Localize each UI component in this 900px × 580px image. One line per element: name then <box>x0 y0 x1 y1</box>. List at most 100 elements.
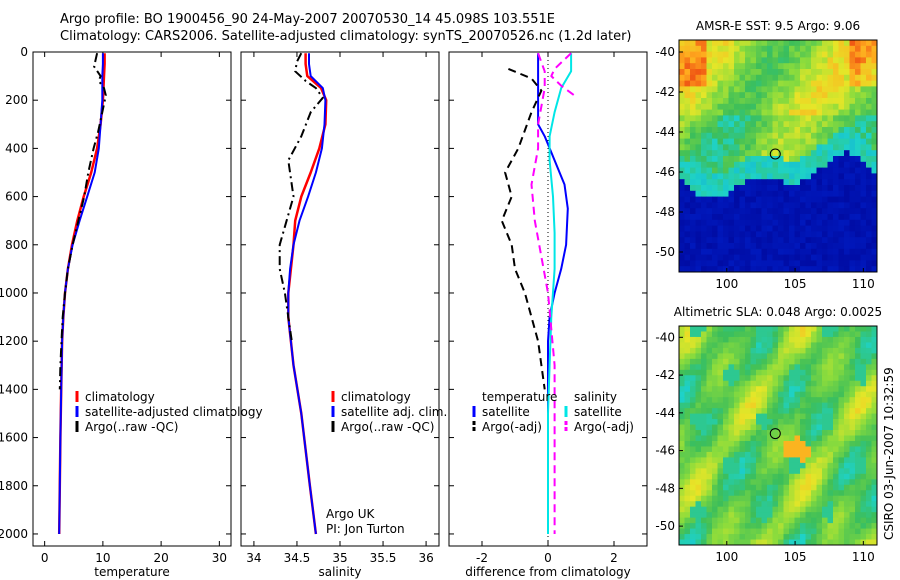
heatmap-cell <box>805 214 812 221</box>
heatmap-cell <box>800 490 806 497</box>
heatmap-cell <box>745 534 751 540</box>
heatmap-cell <box>679 266 685 273</box>
heatmap-cell <box>800 534 806 540</box>
heatmap-cell <box>739 331 746 338</box>
heatmap-cell <box>772 51 779 58</box>
heatmap-cell <box>833 386 839 393</box>
heatmap-cell <box>695 539 702 546</box>
heatmap-cell <box>772 144 779 151</box>
heatmap-cell <box>794 430 801 436</box>
heatmap-cell <box>772 451 779 458</box>
heatmap-cell <box>811 179 817 186</box>
heatmap-cell <box>822 86 828 93</box>
heatmap-cell <box>860 219 867 226</box>
heatmap-cell <box>811 231 817 238</box>
heatmap-cell <box>855 80 861 87</box>
heatmap-cell <box>866 243 872 250</box>
heatmap-cell <box>838 231 845 238</box>
heatmap-cell <box>772 369 779 376</box>
heatmap-cell <box>750 397 757 404</box>
heatmap-cell <box>833 402 839 409</box>
heatmap-cell <box>717 369 724 376</box>
heatmap-cell <box>871 80 878 87</box>
heatmap-cell <box>827 479 834 486</box>
heatmap-cell <box>750 468 757 475</box>
heatmap-cell <box>723 51 729 58</box>
heatmap-cell <box>783 424 790 431</box>
heatmap-cell <box>866 45 872 52</box>
heatmap-cell <box>827 523 834 529</box>
heatmap-cell <box>822 115 828 122</box>
heatmap-cell <box>734 150 740 157</box>
heatmap-cell <box>690 127 696 134</box>
heatmap-cell <box>778 440 784 447</box>
heatmap-cell <box>811 260 817 267</box>
heatmap-cell <box>844 440 850 447</box>
heatmap-cell <box>695 364 702 371</box>
heatmap-cell <box>816 369 823 376</box>
heatmap-cell <box>827 127 834 134</box>
heatmap-cell <box>728 173 735 180</box>
heatmap-cell <box>800 380 806 387</box>
heatmap-cell <box>679 132 685 139</box>
heatmap-cell <box>794 179 801 186</box>
heatmap-cell <box>679 336 685 343</box>
heatmap-cell <box>695 490 702 497</box>
heatmap-cell <box>712 196 718 203</box>
heatmap-cell <box>866 266 872 273</box>
heatmap-cell <box>695 231 702 238</box>
heatmap-cell <box>783 63 790 70</box>
y-tick-label: 2000 <box>0 527 28 541</box>
heatmap-cell <box>750 424 757 431</box>
heatmap-cell <box>871 92 878 99</box>
heatmap-cell <box>800 517 806 524</box>
heatmap-cell <box>800 167 806 174</box>
heatmap-cell <box>679 69 685 76</box>
heatmap-cell <box>778 326 784 332</box>
heatmap-cell <box>811 74 817 81</box>
heatmap-cell <box>679 51 685 58</box>
heatmap-cell <box>844 336 850 343</box>
heatmap-cell <box>717 506 724 513</box>
heatmap-cell <box>778 109 784 116</box>
heatmap-cell <box>855 462 861 469</box>
heatmap-cell <box>706 138 713 145</box>
heatmap-cell <box>783 121 790 128</box>
heatmap-cell <box>855 539 861 546</box>
heatmap-cell <box>750 115 757 122</box>
heatmap-cell <box>855 430 861 436</box>
heatmap-cell <box>783 495 790 502</box>
heatmap-cell <box>695 331 702 338</box>
heatmap-cell <box>860 260 867 267</box>
legend-label-salinity: satellite adj. clim. <box>341 405 447 419</box>
heatmap-cell <box>739 528 746 535</box>
heatmap-cell <box>712 495 718 502</box>
heatmap-cell <box>871 380 878 387</box>
heatmap-cell <box>811 364 817 371</box>
heatmap-cell <box>783 69 790 76</box>
heatmap-cell <box>684 353 691 360</box>
heatmap-cell <box>695 132 702 139</box>
heatmap-cell <box>838 80 845 87</box>
heatmap-cell <box>866 167 872 174</box>
heatmap-cell <box>789 115 795 122</box>
heatmap-cell <box>816 254 823 261</box>
heatmap-cell <box>860 353 867 360</box>
heatmap-cell <box>822 358 828 365</box>
heatmap-cell <box>794 386 801 393</box>
heatmap-cell <box>783 138 790 145</box>
heatmap-cell <box>866 132 872 139</box>
heatmap-cell <box>734 138 740 145</box>
heatmap-cell <box>750 430 757 436</box>
heatmap-cell <box>690 138 696 145</box>
heatmap-cell <box>772 202 779 209</box>
heatmap-cell <box>684 127 691 134</box>
heatmap-cell <box>844 326 850 332</box>
heatmap-cell <box>679 57 685 64</box>
heatmap-cell <box>684 462 691 469</box>
heatmap-cell <box>745 473 751 480</box>
heatmap-cell <box>745 92 751 99</box>
heatmap-cell <box>794 214 801 221</box>
heatmap-cell <box>866 451 872 458</box>
heatmap-cell <box>805 506 812 513</box>
